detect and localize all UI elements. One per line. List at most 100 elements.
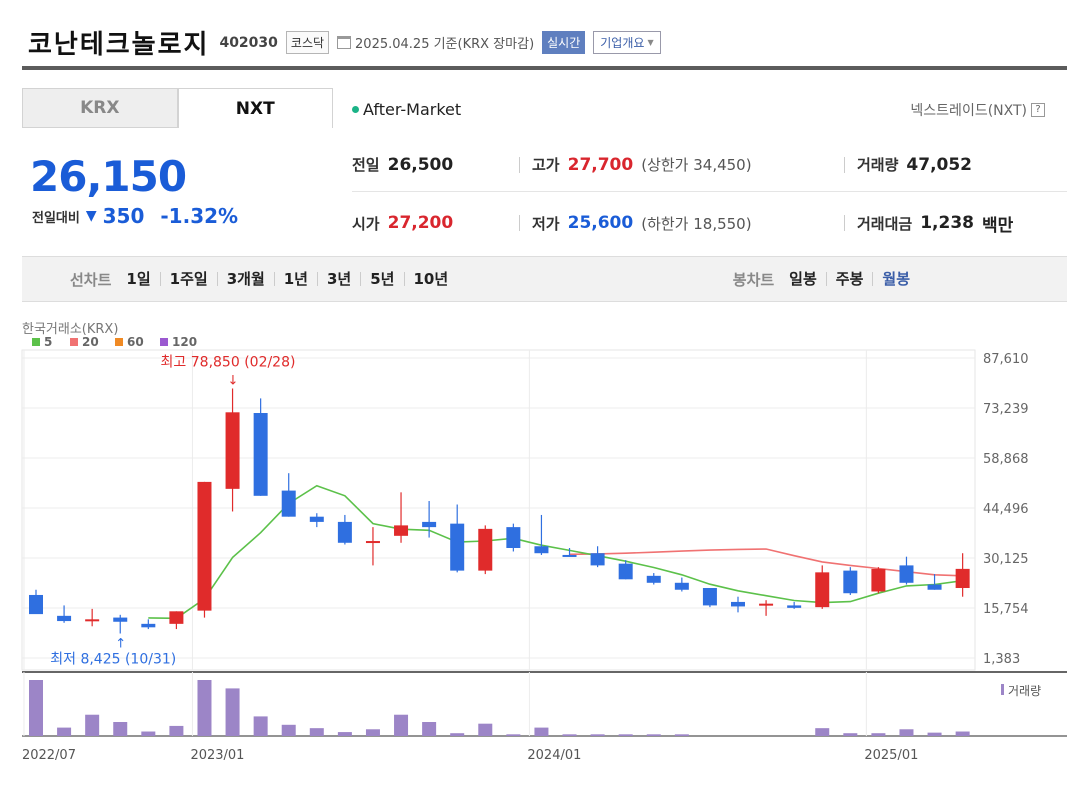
help-icon[interactable]: ? (1031, 103, 1045, 117)
up-arrow-icon: ↑ (115, 636, 126, 651)
candle-body (113, 617, 128, 622)
volume-bar (225, 688, 240, 736)
volume-bar (843, 733, 858, 736)
volume-bar (57, 727, 72, 736)
candle-body (85, 619, 100, 622)
period-3y[interactable]: 3년 (317, 272, 360, 287)
quote-grid: 전일 26,500 고가 27,700 (상한가 34,450) 거래량 47,052 … (352, 138, 1067, 254)
volume-legend-swatch (1001, 684, 1004, 695)
volume-bar (365, 729, 380, 736)
candle-body (394, 525, 409, 536)
stock-code: 402030 (219, 34, 278, 51)
ma20-line (569, 548, 963, 577)
date-text: 2025.04.25 기준(KRX 장마감) (355, 37, 535, 52)
status-dot-icon (352, 106, 359, 113)
line-chart-periods: 선차트 1일 1주일 3개월 1년 3년 5년 10년 (70, 269, 457, 290)
candle-body (759, 603, 774, 606)
down-arrow-icon: ↓ (228, 373, 239, 388)
volume-bar (337, 732, 352, 736)
candle-monthly[interactable]: 월봉 (872, 272, 919, 287)
period-10y[interactable]: 10년 (403, 272, 458, 287)
volume-bar (646, 734, 661, 736)
period-1y[interactable]: 1년 (273, 272, 317, 287)
volume-label: 거래량 (857, 156, 899, 174)
volume-value: 47,052 (906, 154, 973, 175)
realtime-button[interactable]: 실시간 (542, 31, 586, 54)
period-3m[interactable]: 3개월 (216, 272, 274, 287)
candle-body (731, 601, 745, 607)
candle-body (29, 594, 43, 615)
volume-bar (281, 724, 296, 736)
ma5-line (148, 484, 963, 620)
max-annotation: 최고 78,850 (02/28) (161, 354, 296, 370)
upper-limit: (상한가 34,450) (641, 156, 752, 174)
volume-bar (562, 734, 577, 736)
period-bar: 선차트 1일 1주일 3개월 1년 3년 5년 10년 봉차트 일봉 주봉 월봉 (22, 256, 1067, 302)
divider (844, 156, 845, 173)
change-label: 전일대비 (32, 210, 80, 226)
volume-bar (899, 729, 914, 736)
corp-info-dropdown[interactable]: 기업개요 ▼ (593, 31, 661, 54)
candle-body (871, 568, 886, 592)
after-market-label: After-Market (352, 100, 461, 119)
current-price: 26,150 (30, 152, 187, 201)
plot-frame (21, 349, 976, 671)
volume-bar (309, 728, 324, 736)
tab-nxt[interactable]: NXT (177, 88, 333, 128)
volume-bar (815, 728, 830, 736)
candle-body (57, 615, 72, 622)
candle-body (450, 523, 465, 571)
volume-legend-label: 거래량 (1008, 684, 1041, 698)
after-market-text: After-Market (363, 100, 462, 119)
candle-body (225, 412, 240, 489)
chart-source-label: 한국거래소(KRX) (22, 322, 118, 337)
corp-info-label: 기업개요 (600, 36, 645, 50)
divider (519, 156, 520, 173)
high-label: 고가 (532, 156, 560, 174)
stock-name: 코난테크놀로지 (28, 30, 210, 60)
legend-label: 60 (127, 335, 144, 349)
line-chart-title: 선차트 (70, 270, 112, 289)
amount-unit: 백만 (981, 215, 1014, 236)
x-tick-label: 2024/01 (527, 748, 581, 763)
candle-body (169, 611, 184, 624)
high-value: 27,700 (567, 154, 634, 175)
candle-body (702, 588, 717, 606)
candle-body (281, 490, 296, 517)
candle-body (899, 565, 914, 583)
volume-bar (534, 727, 549, 736)
candle-body (843, 570, 858, 594)
candle-body (955, 568, 970, 589)
period-5y[interactable]: 5년 (360, 272, 403, 287)
legend-swatch (115, 338, 123, 346)
open-value: 27,200 (387, 213, 454, 233)
legend-swatch (70, 338, 78, 346)
tab-krx[interactable]: KRX (22, 88, 178, 128)
volume-bar (955, 731, 970, 736)
volume-bar (197, 680, 212, 736)
candle-daily[interactable]: 일봉 (789, 270, 817, 288)
period-1w[interactable]: 1주일 (159, 272, 217, 287)
nxt-link[interactable]: 넥스트레이드(NXT) ? (910, 100, 1045, 120)
low-label: 저가 (532, 214, 560, 233)
volume-bar (590, 734, 605, 736)
volume-bar (113, 722, 128, 736)
candle-weekly[interactable]: 주봉 (825, 272, 873, 287)
prev-close-value: 26,500 (387, 154, 454, 175)
y-tick-label: 73,239 (983, 402, 1029, 417)
period-1d[interactable]: 1일 (126, 270, 151, 288)
y-tick-label: 15,754 (983, 602, 1029, 617)
candle-chart-title: 봉차트 (732, 270, 775, 289)
change-value: 350 (102, 204, 145, 228)
nxt-link-text: 넥스트레이드(NXT) (910, 103, 1027, 119)
volume-bar (674, 734, 689, 736)
amount-label: 거래대금 (857, 214, 913, 233)
volume-bar (169, 725, 184, 736)
legend-label: 120 (172, 335, 197, 349)
candle-body (534, 546, 549, 554)
candle-body (197, 481, 212, 611)
volume-bar (394, 714, 409, 736)
volume-bar (141, 731, 156, 736)
volume-bar (927, 732, 942, 736)
y-tick-label: 58,868 (983, 452, 1029, 467)
